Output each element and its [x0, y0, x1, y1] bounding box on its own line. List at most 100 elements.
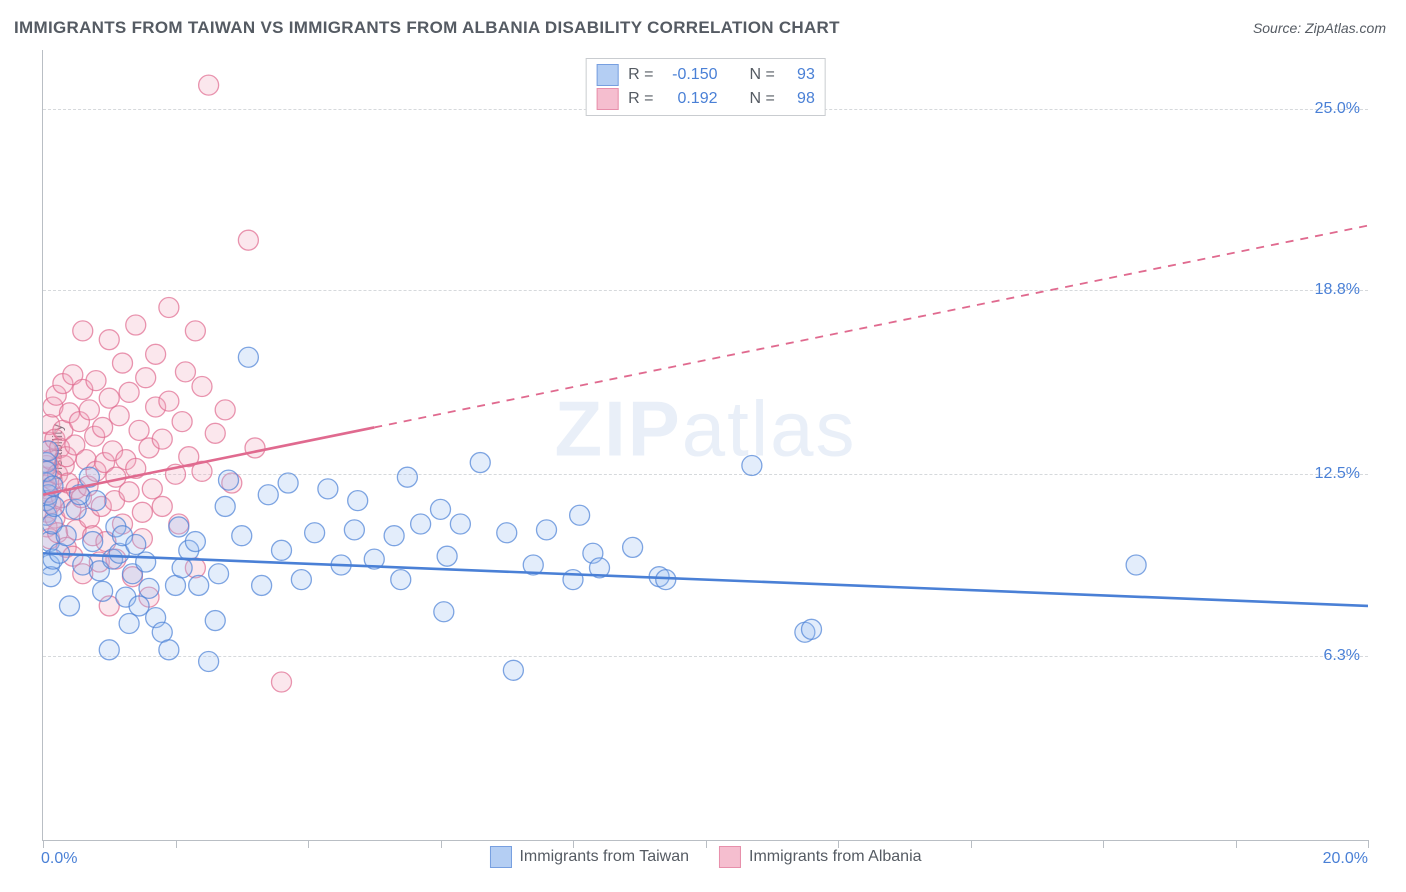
- data-point-taiwan: [99, 640, 119, 660]
- data-point-albania: [119, 382, 139, 402]
- data-point-taiwan: [450, 514, 470, 534]
- data-point-taiwan: [56, 526, 76, 546]
- r-label: R =: [628, 63, 653, 87]
- data-point-albania: [199, 75, 219, 95]
- data-point-albania: [185, 321, 205, 341]
- n-value-albania: 98: [785, 87, 815, 111]
- data-point-albania: [126, 315, 146, 335]
- data-point-taiwan: [623, 537, 643, 557]
- data-point-albania: [93, 417, 113, 437]
- legend-item-albania: Immigrants from Albania: [719, 846, 922, 868]
- swatch-taiwan: [596, 64, 618, 86]
- x-axis-min-label: 0.0%: [41, 850, 77, 868]
- data-point-taiwan: [437, 546, 457, 566]
- data-point-taiwan: [219, 470, 239, 490]
- legend-row-taiwan: R = -0.150 N = 93: [596, 63, 815, 87]
- data-point-taiwan: [434, 602, 454, 622]
- data-point-albania: [99, 330, 119, 350]
- x-tick: [43, 840, 44, 848]
- data-point-albania: [205, 423, 225, 443]
- data-point-taiwan: [537, 520, 557, 540]
- data-point-albania: [152, 496, 172, 516]
- data-point-taiwan: [397, 467, 417, 487]
- data-point-taiwan: [305, 523, 325, 543]
- data-point-taiwan: [497, 523, 517, 543]
- data-point-albania: [146, 344, 166, 364]
- source-attribution: Source: ZipAtlas.com: [1253, 20, 1386, 36]
- data-point-taiwan: [93, 581, 113, 601]
- r-value-taiwan: -0.150: [664, 63, 718, 87]
- data-point-albania: [73, 321, 93, 341]
- series-name-taiwan: Immigrants from Taiwan: [519, 848, 689, 866]
- trend-line-dashed-albania: [374, 226, 1368, 428]
- data-point-albania: [159, 297, 179, 317]
- data-point-taiwan: [185, 532, 205, 552]
- data-point-taiwan: [384, 526, 404, 546]
- x-tick: [1368, 840, 1369, 848]
- data-point-albania: [238, 230, 258, 250]
- x-tick: [441, 840, 442, 848]
- data-point-taiwan: [119, 613, 139, 633]
- data-point-taiwan: [656, 570, 676, 590]
- data-point-taiwan: [470, 453, 490, 473]
- data-point-albania: [192, 376, 212, 396]
- n-label: N =: [750, 63, 775, 87]
- data-point-taiwan: [232, 526, 252, 546]
- data-point-taiwan: [83, 532, 103, 552]
- data-point-taiwan: [802, 619, 822, 639]
- data-point-taiwan: [215, 496, 235, 516]
- plot-area: Disability ZIPatlas 6.3%12.5%18.8%25.0% …: [42, 50, 1368, 841]
- data-point-taiwan: [570, 505, 590, 525]
- data-point-taiwan: [129, 596, 149, 616]
- data-point-taiwan: [199, 652, 219, 672]
- data-point-albania: [215, 400, 235, 420]
- data-point-albania: [152, 429, 172, 449]
- data-point-taiwan: [209, 564, 229, 584]
- data-point-taiwan: [136, 552, 156, 572]
- r-value-albania: 0.192: [664, 87, 718, 111]
- data-point-taiwan: [272, 540, 292, 560]
- data-point-albania: [109, 406, 129, 426]
- x-tick: [971, 840, 972, 848]
- data-point-taiwan: [411, 514, 431, 534]
- legend-row-albania: R = 0.192 N = 98: [596, 87, 815, 111]
- data-point-taiwan: [391, 570, 411, 590]
- series-legend: Immigrants from Taiwan Immigrants from A…: [489, 846, 921, 868]
- swatch-albania: [596, 88, 618, 110]
- x-tick: [176, 840, 177, 848]
- data-point-taiwan: [44, 496, 64, 516]
- data-point-albania: [113, 353, 133, 373]
- trend-line-taiwan: [43, 553, 1368, 606]
- data-point-taiwan: [205, 611, 225, 631]
- swatch-albania: [719, 846, 741, 868]
- swatch-taiwan: [489, 846, 511, 868]
- x-tick: [1103, 840, 1104, 848]
- series-name-albania: Immigrants from Albania: [749, 848, 922, 866]
- data-point-albania: [86, 371, 106, 391]
- n-label: N =: [750, 87, 775, 111]
- data-point-taiwan: [291, 570, 311, 590]
- data-point-taiwan: [139, 578, 159, 598]
- data-point-taiwan: [86, 491, 106, 511]
- data-point-albania: [132, 502, 152, 522]
- legend-item-taiwan: Immigrants from Taiwan: [489, 846, 689, 868]
- data-point-albania: [245, 438, 265, 458]
- data-point-taiwan: [238, 347, 258, 367]
- data-point-taiwan: [126, 534, 146, 554]
- data-point-albania: [119, 482, 139, 502]
- data-point-taiwan: [348, 491, 368, 511]
- data-point-taiwan: [252, 575, 272, 595]
- data-point-albania: [272, 672, 292, 692]
- correlation-legend: R = -0.150 N = 93 R = 0.192 N = 98: [585, 58, 826, 116]
- data-point-albania: [99, 388, 119, 408]
- data-point-taiwan: [258, 485, 278, 505]
- data-point-taiwan: [318, 479, 338, 499]
- data-point-albania: [79, 400, 99, 420]
- data-point-taiwan: [563, 570, 583, 590]
- data-point-taiwan: [43, 441, 58, 461]
- x-tick: [1236, 840, 1237, 848]
- r-label: R =: [628, 87, 653, 111]
- x-tick: [308, 840, 309, 848]
- data-point-albania: [142, 479, 162, 499]
- data-point-taiwan: [60, 596, 80, 616]
